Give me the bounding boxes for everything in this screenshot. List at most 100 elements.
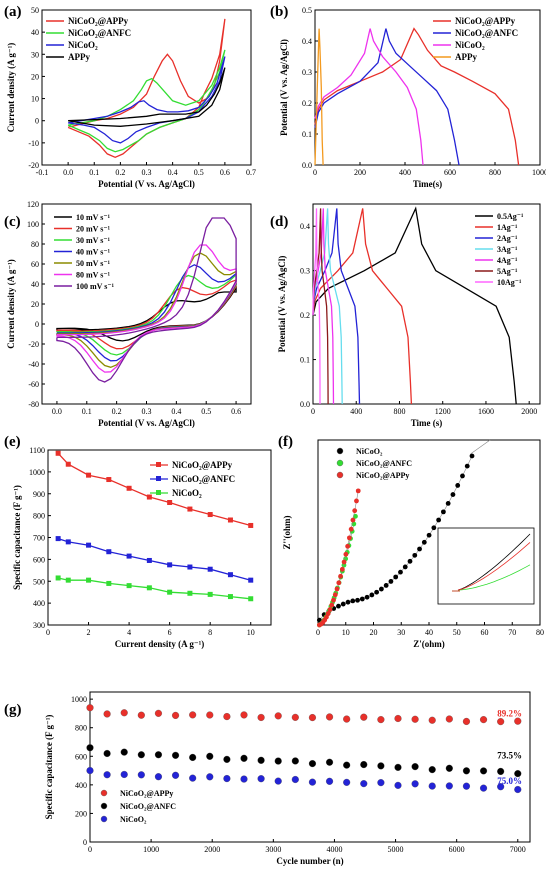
data-point bbox=[450, 492, 456, 497]
series-line bbox=[67, 18, 226, 159]
data-point bbox=[167, 589, 173, 595]
data-point bbox=[106, 477, 112, 483]
y-tick-label: 120 bbox=[27, 200, 39, 209]
data-point bbox=[86, 704, 94, 712]
data-point bbox=[326, 758, 334, 766]
y-axis-label: Specific capacitance (F g⁻¹) bbox=[44, 715, 54, 820]
panel-e: (e) 0 2 4 6 8 10 300 400 500 600 700 800 900 1000 1100 C… bbox=[4, 434, 272, 649]
legend-entry: NiCoO₂ bbox=[120, 815, 147, 824]
legend-entry: 10Ag⁻¹ bbox=[497, 278, 522, 287]
data-point bbox=[146, 585, 152, 591]
data-point bbox=[206, 752, 214, 760]
y-tick-label: 0 bbox=[35, 320, 39, 329]
legend-marker bbox=[100, 815, 108, 823]
series-line bbox=[312, 208, 343, 405]
legend-entry: APPy bbox=[455, 52, 477, 62]
x-tick-label: 0.1 bbox=[82, 407, 92, 416]
data-point bbox=[248, 577, 254, 583]
legend-entry: 0.5Ag⁻¹ bbox=[497, 212, 524, 221]
y-tick-label: 300 bbox=[33, 621, 45, 630]
y-tick-label: 50 bbox=[31, 6, 39, 15]
inset-series bbox=[457, 564, 531, 591]
y-tick-label: -20 bbox=[28, 340, 39, 349]
x-tick-label: 0.5 bbox=[194, 168, 204, 177]
legend-entry: NiCoO₂ bbox=[455, 40, 485, 50]
x-tick-label: 60 bbox=[481, 628, 489, 637]
data-point bbox=[359, 596, 365, 602]
data-point bbox=[340, 601, 346, 607]
x-tick-label: 800 bbox=[489, 168, 501, 177]
y-tick-label: 30 bbox=[31, 50, 39, 59]
data-point bbox=[464, 463, 470, 469]
data-point bbox=[460, 473, 465, 479]
legend-entry: 30 mV s⁻¹ bbox=[76, 236, 111, 245]
x-tick-label: 0 bbox=[316, 628, 320, 637]
data-point bbox=[103, 771, 111, 779]
data-point bbox=[172, 771, 180, 779]
data-point bbox=[411, 715, 419, 723]
x-tick-label: 2000 bbox=[521, 407, 537, 416]
y-tick-label: 1000 bbox=[29, 468, 45, 477]
data-point bbox=[377, 762, 385, 770]
x-tick-label: 0.0 bbox=[63, 168, 73, 177]
data-point bbox=[326, 713, 334, 721]
legend-entry: NiCoO₂@APPy bbox=[68, 16, 129, 26]
legend-entry: 50 mV s⁻¹ bbox=[76, 259, 111, 268]
data-point bbox=[331, 597, 336, 603]
x-tick-label: 800 bbox=[393, 407, 405, 416]
legend-entry: NiCoO₂ bbox=[172, 488, 202, 498]
x-tick-label: 1600 bbox=[478, 407, 494, 416]
data-point bbox=[348, 526, 354, 532]
data-point bbox=[436, 517, 442, 523]
data-point bbox=[445, 782, 453, 790]
panel-d: (d) 0 400 800 1200 1600 2000 0.0 0.1 0.2 0.3 0.4 Tim… bbox=[270, 203, 541, 428]
data-point bbox=[360, 780, 368, 788]
legend-marker bbox=[100, 789, 108, 797]
y-tick-label: 200 bbox=[75, 809, 87, 818]
x-tick-label: 0.7 bbox=[246, 168, 256, 177]
y-tick-label: 0 bbox=[83, 838, 87, 847]
x-tick-label: 0.6 bbox=[220, 168, 230, 177]
data-point bbox=[154, 709, 162, 717]
data-point bbox=[325, 611, 331, 616]
legend-entry: NiCoO₂ bbox=[356, 447, 383, 456]
x-tick-label: 30 bbox=[397, 628, 405, 637]
data-point bbox=[86, 577, 92, 583]
x-tick-label: 80 bbox=[536, 628, 544, 637]
data-point bbox=[350, 598, 356, 604]
y-tick-label: 800 bbox=[75, 724, 87, 733]
data-point bbox=[455, 483, 461, 488]
panel-label: (b) bbox=[270, 4, 288, 20]
panel-label: (c) bbox=[4, 214, 21, 230]
legend-entry: NiCoO₂ bbox=[68, 40, 98, 50]
data-point bbox=[350, 517, 356, 523]
data-point bbox=[394, 763, 402, 771]
data-point bbox=[360, 713, 368, 721]
inset-series bbox=[457, 533, 531, 591]
x-axis-label: Potential (V vs. Ag/AgCl) bbox=[98, 418, 195, 428]
data-point bbox=[55, 536, 61, 542]
legend-entry: 10 mV s⁻¹ bbox=[76, 213, 111, 222]
data-point bbox=[137, 771, 145, 779]
data-point bbox=[146, 494, 152, 500]
x-tick-label: 2000 bbox=[204, 845, 220, 854]
x-tick-label: 1000 bbox=[143, 845, 159, 854]
data-point bbox=[339, 566, 345, 572]
legend-entry: 1Ag⁻¹ bbox=[497, 223, 518, 232]
data-point bbox=[146, 557, 152, 563]
data-point bbox=[440, 509, 446, 515]
data-point bbox=[360, 761, 368, 769]
legend-marker bbox=[336, 471, 344, 479]
x-tick-label: -0.1 bbox=[36, 168, 49, 177]
data-point bbox=[86, 744, 94, 752]
data-point bbox=[336, 603, 341, 609]
data-point bbox=[469, 453, 475, 459]
data-point bbox=[428, 766, 436, 774]
x-tick-label: 7000 bbox=[510, 845, 526, 854]
data-point bbox=[248, 596, 254, 602]
series-line bbox=[312, 208, 413, 405]
y-tick-label: -10 bbox=[28, 139, 39, 148]
data-point bbox=[187, 506, 193, 512]
x-tick-label: 400 bbox=[350, 407, 362, 416]
data-point bbox=[345, 543, 351, 549]
